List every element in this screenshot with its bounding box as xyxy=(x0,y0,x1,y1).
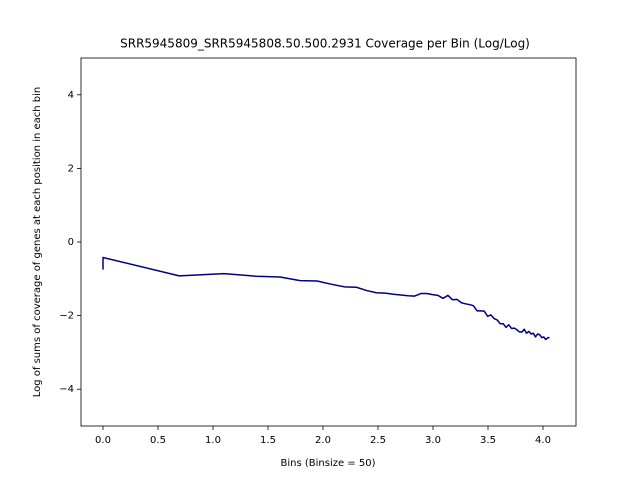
x-tick-label: 2.5 xyxy=(370,435,386,446)
x-tick-label: 2.0 xyxy=(315,435,331,446)
x-axis-label: Bins (Binsize = 50) xyxy=(281,458,376,469)
y-tick-label: 4 xyxy=(68,90,74,101)
x-tick-label: 4.0 xyxy=(535,435,551,446)
x-tick-label: 0.5 xyxy=(150,435,166,446)
plot-frame xyxy=(80,57,577,427)
x-tick-label: 0.0 xyxy=(95,435,111,446)
chart-title: SRR5945809_SRR5945808.50.500.2931 Covera… xyxy=(120,37,530,51)
x-tick-label: 1.5 xyxy=(260,435,276,446)
y-tick-label: −4 xyxy=(59,384,74,395)
y-tick-label: −2 xyxy=(59,311,74,322)
x-tick-label: 3.5 xyxy=(480,435,496,446)
x-tick-label: 3.0 xyxy=(425,435,441,446)
y-tick-label: 2 xyxy=(68,163,74,174)
y-axis-label: Log of sums of coverage of genes at each… xyxy=(32,87,43,398)
data-line xyxy=(102,256,550,341)
y-tick-label: 0 xyxy=(68,237,74,248)
x-tick-label: 1.0 xyxy=(205,435,221,446)
